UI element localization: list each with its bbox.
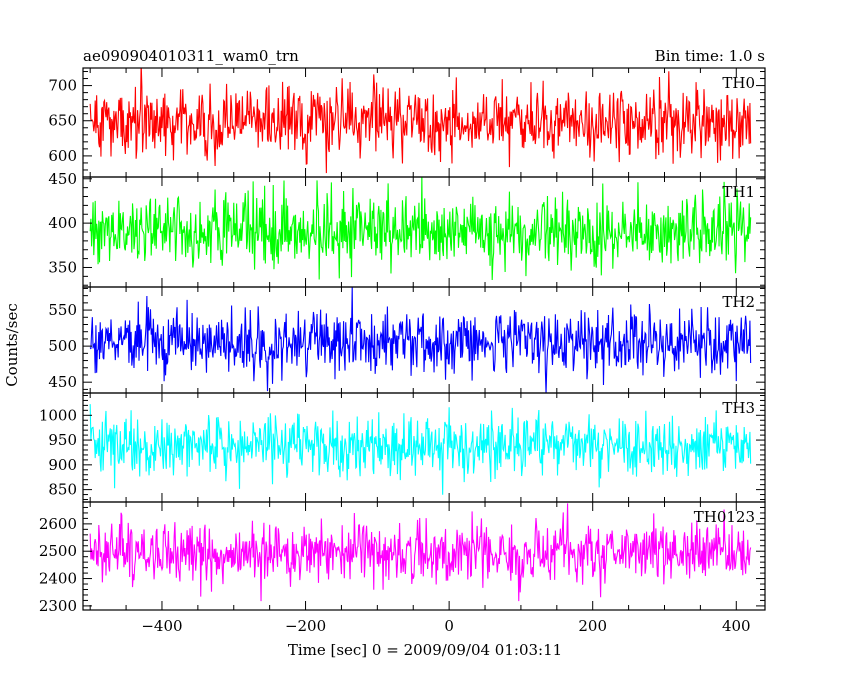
y-tick-label: 1000 (39, 406, 77, 424)
y-tick-label: 850 (48, 481, 77, 499)
x-tick-label: 400 (722, 617, 751, 635)
panel-frame (82, 501, 766, 611)
y-tick-label: 600 (48, 147, 77, 165)
y-tick-label: 2600 (39, 515, 77, 533)
panel-label-th2: TH2 (722, 293, 755, 311)
series-line-th0 (89, 68, 752, 174)
y-axis-label: Counts/sec (3, 303, 21, 387)
panel-label-th0: TH0 (722, 74, 755, 92)
y-tick-label: 450 (48, 170, 77, 188)
y-tick-label: 950 (48, 431, 77, 449)
y-tick-label: 400 (48, 214, 77, 232)
panel-label-th1: TH1 (722, 183, 755, 201)
panel-th2: 450 500 550 TH2 (48, 286, 766, 394)
y-tick-label: 450 (48, 373, 77, 391)
x-tick-label: −400 (141, 617, 182, 635)
bin-time-label: Bin time: 1.0 s (655, 47, 765, 65)
x-tick-label: 200 (578, 617, 607, 635)
y-tick-label: 2300 (39, 597, 77, 615)
series-line-th3 (89, 404, 752, 495)
y-tick-label: 700 (48, 77, 77, 95)
y-tick-label: 500 (48, 337, 77, 355)
panels-group: 600 650 700 TH0 350 400 450 TH1 450 500 550 TH2 850 9… (39, 67, 766, 635)
panel-label-th3: TH3 (722, 399, 755, 417)
chart-title: ae090904010311_wam0_trn (83, 47, 299, 65)
panel-th0123: 2300 2400 2500 2600 TH0123 (39, 501, 766, 615)
series-line-th0123 (89, 503, 752, 602)
y-tick-label: 2400 (39, 570, 77, 588)
y-tick-label: 550 (48, 301, 77, 319)
x-axis-label: Time [sec] 0 = 2009/09/04 01:03:11 (288, 641, 562, 659)
series-line-th2 (89, 287, 752, 393)
x-tick-label: −200 (285, 617, 326, 635)
y-tick-label: 900 (48, 456, 77, 474)
y-tick-label: 350 (48, 258, 77, 276)
series-line-th1 (89, 177, 752, 280)
y-tick-label: 2500 (39, 542, 77, 560)
panel-label-th0123: TH0123 (694, 508, 755, 526)
x-tick-label: 0 (444, 617, 454, 635)
y-tick-label: 650 (48, 112, 77, 130)
